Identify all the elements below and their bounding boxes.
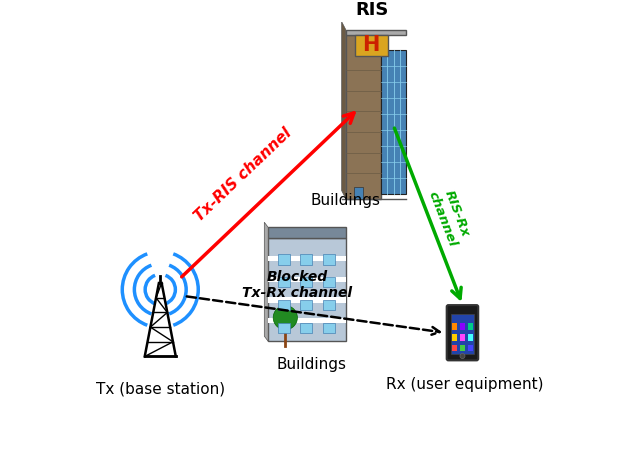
Bar bbox=[268, 277, 346, 282]
Text: Buildings: Buildings bbox=[311, 193, 381, 208]
Bar bbox=[346, 36, 381, 199]
Bar bbox=[300, 255, 312, 265]
Bar bbox=[355, 36, 388, 57]
Bar bbox=[278, 278, 290, 288]
Text: H: H bbox=[363, 35, 380, 56]
Bar bbox=[268, 298, 346, 303]
Circle shape bbox=[273, 306, 298, 330]
Bar bbox=[278, 323, 290, 334]
Text: Tx-RIS channel: Tx-RIS channel bbox=[192, 125, 295, 224]
Bar bbox=[460, 334, 465, 341]
Bar bbox=[323, 300, 335, 311]
Bar bbox=[467, 324, 473, 330]
Bar bbox=[467, 345, 473, 352]
Circle shape bbox=[460, 354, 465, 359]
Bar bbox=[323, 278, 335, 288]
Bar bbox=[460, 324, 465, 330]
Text: RIS-Rx
channel: RIS-Rx channel bbox=[426, 183, 473, 248]
FancyBboxPatch shape bbox=[447, 305, 478, 360]
Bar bbox=[278, 300, 290, 311]
Bar bbox=[467, 334, 473, 341]
Bar bbox=[268, 256, 346, 262]
Text: Tx (base station): Tx (base station) bbox=[96, 380, 225, 395]
Bar bbox=[460, 345, 465, 352]
Polygon shape bbox=[264, 223, 268, 342]
Bar bbox=[451, 314, 474, 354]
Text: Rx (user equipment): Rx (user equipment) bbox=[386, 376, 543, 391]
Bar bbox=[268, 238, 346, 342]
Bar bbox=[300, 278, 312, 288]
Bar bbox=[323, 323, 335, 334]
Bar bbox=[452, 324, 458, 330]
Bar bbox=[452, 334, 458, 341]
Bar bbox=[346, 31, 406, 36]
Bar bbox=[300, 323, 312, 334]
Bar bbox=[381, 51, 406, 195]
Bar bbox=[354, 188, 363, 199]
Bar bbox=[278, 255, 290, 265]
Bar bbox=[323, 255, 335, 265]
Text: RIS: RIS bbox=[355, 0, 388, 19]
Text: Buildings: Buildings bbox=[276, 357, 346, 372]
Polygon shape bbox=[342, 23, 346, 199]
Bar bbox=[268, 318, 346, 324]
Text: Blocked
Tx-Rx channel: Blocked Tx-Rx channel bbox=[243, 269, 353, 299]
Bar bbox=[268, 228, 346, 238]
Bar bbox=[300, 300, 312, 311]
Bar bbox=[452, 345, 458, 352]
